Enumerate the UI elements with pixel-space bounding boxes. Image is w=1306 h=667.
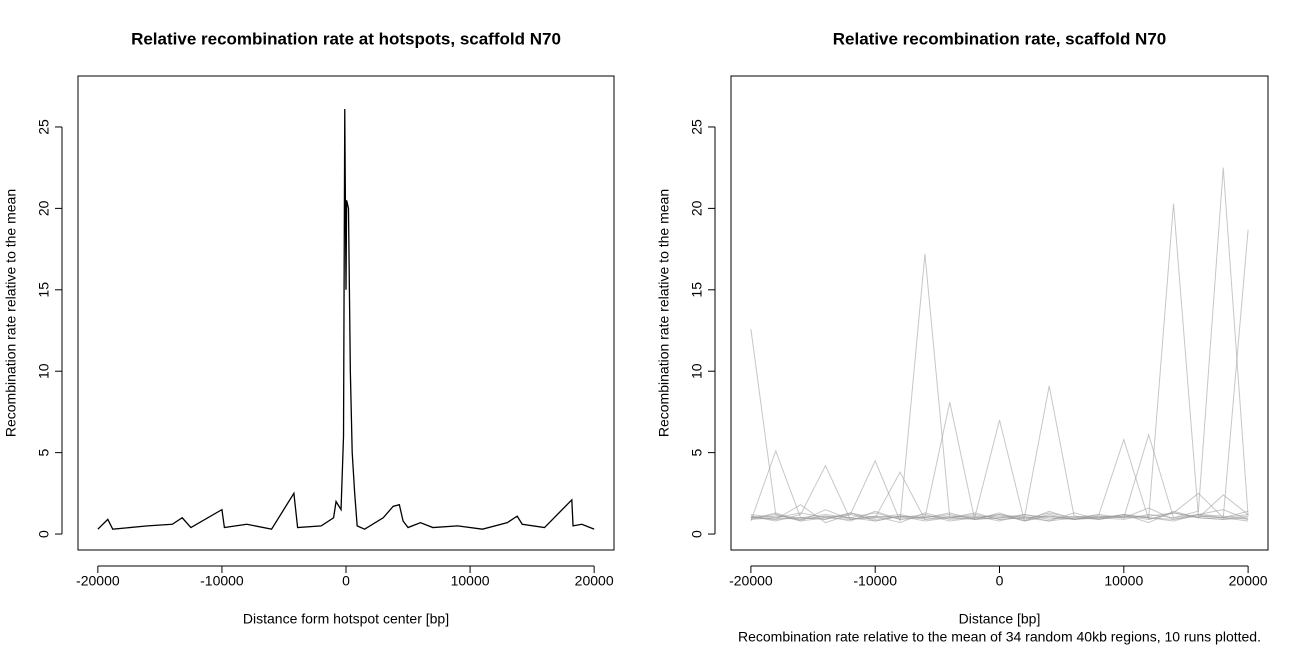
y-tick-label: 25 — [36, 119, 52, 135]
chart-title: Relative recombination rate, scaffold N7… — [833, 29, 1167, 48]
data-line — [750, 253, 1249, 524]
y-tick-label: 0 — [689, 530, 705, 538]
data-line — [750, 203, 1249, 522]
data-line — [750, 419, 1249, 522]
plot-frame — [730, 75, 1269, 551]
y-tick-label: 20 — [36, 200, 52, 216]
y-tick-label: 15 — [689, 282, 705, 298]
y-tick-label: 20 — [689, 200, 705, 216]
y-tick-label: 25 — [689, 119, 705, 135]
x-tick-label: 10000 — [451, 573, 490, 589]
data-line — [750, 167, 1249, 522]
data-line — [750, 229, 1249, 520]
x-tick-label: 10000 — [1104, 573, 1143, 589]
chart-title: Relative recombination rate at hotspots,… — [131, 29, 561, 48]
data-line — [750, 432, 1249, 522]
x-tick-label: -10000 — [853, 573, 897, 589]
x-axis-label: Distance [bp] — [959, 611, 1041, 627]
data-line — [750, 328, 1249, 524]
x-tick-label: -20000 — [729, 573, 773, 589]
y-axis-label: Recombination rate relative to the mean — [3, 189, 19, 437]
data-line — [750, 385, 1249, 522]
x-tick-label: 0 — [996, 573, 1004, 589]
y-tick-label: 10 — [36, 363, 52, 379]
x-tick-label: 0 — [342, 573, 350, 589]
x-tick-label: 20000 — [1229, 573, 1268, 589]
x-tick-label: 20000 — [575, 573, 614, 589]
y-tick-label: 10 — [689, 363, 705, 379]
caption: Recombination rate relative to the mean … — [738, 629, 1261, 645]
data-line — [750, 437, 1249, 522]
x-tick-label: -10000 — [200, 573, 244, 589]
x-tick-label: -20000 — [76, 573, 120, 589]
data-line — [97, 109, 595, 530]
y-axis-label: Recombination rate relative to the mean — [656, 189, 672, 437]
y-tick-label: 5 — [36, 449, 52, 457]
plot-frame — [77, 75, 615, 551]
y-tick-label: 15 — [36, 282, 52, 298]
y-tick-label: 0 — [36, 530, 52, 538]
x-axis-label: Distance form hotspot center [bp] — [243, 611, 449, 627]
y-tick-label: 5 — [689, 449, 705, 457]
